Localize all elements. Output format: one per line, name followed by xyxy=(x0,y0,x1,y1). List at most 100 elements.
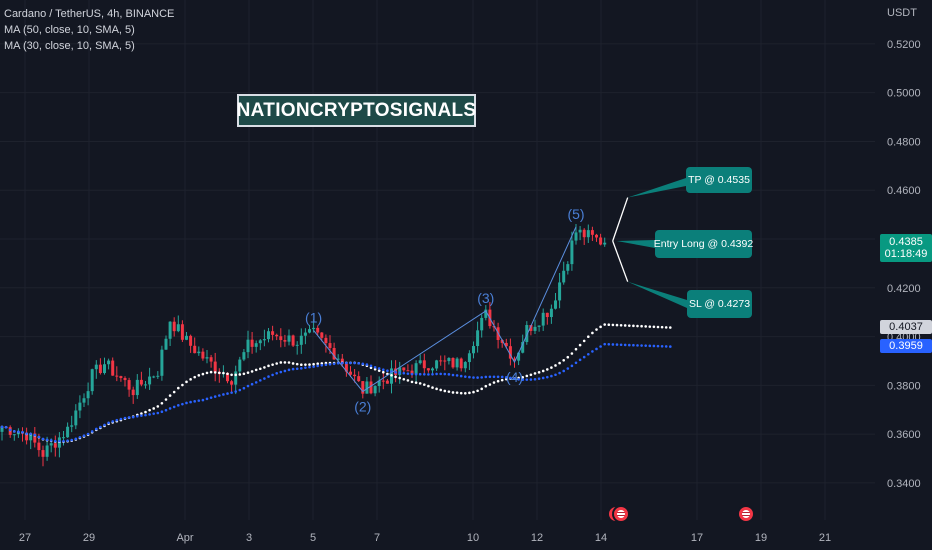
candle-body xyxy=(570,240,574,265)
us-flag-event-icon[interactable] xyxy=(614,507,628,521)
ma-blue-dot xyxy=(472,376,475,379)
ma-white-dot xyxy=(669,326,672,329)
candle-body xyxy=(578,229,582,233)
candle-body xyxy=(78,402,82,411)
entry-callout[interactable]: Entry Long @ 0.4392 xyxy=(654,230,753,258)
candle-body xyxy=(262,339,266,341)
ma-blue-dot xyxy=(582,355,586,359)
currency-label: USDT xyxy=(887,7,917,19)
ma-white-dot xyxy=(541,369,545,373)
ma-white-dot xyxy=(316,362,320,366)
sl-callout[interactable]: SL @ 0.4273 xyxy=(687,290,752,318)
x-tick-label: 7 xyxy=(374,532,380,544)
candle-body xyxy=(414,363,418,375)
ma-white-dot xyxy=(181,383,184,387)
ma-white-dot xyxy=(164,398,168,401)
candle-body xyxy=(599,237,603,245)
wave-label: (1) xyxy=(305,309,322,325)
ma-blue-dot xyxy=(271,373,274,377)
candle-body xyxy=(558,282,562,301)
ma-blue-dot xyxy=(90,430,94,433)
ma-blue-dot xyxy=(427,373,430,376)
candle-body xyxy=(537,325,541,327)
ma-30-legend[interactable]: MA (30, close, 10, SMA, 5) xyxy=(4,40,135,52)
ma-blue-dot xyxy=(177,404,180,407)
wave-label: (4) xyxy=(506,369,523,385)
ma-white-dot xyxy=(209,370,213,374)
ma-white-dot xyxy=(226,372,229,376)
ma-blue-dot xyxy=(62,439,65,443)
candle-body xyxy=(131,389,135,396)
tp-callout[interactable]: TP @ 0.4535 xyxy=(686,167,752,193)
ma-50-legend[interactable]: MA (50, close, 10, SMA, 5) xyxy=(4,24,135,36)
candle-body xyxy=(500,340,504,343)
ma-blue-dot xyxy=(41,437,45,441)
ma-blue-dot xyxy=(345,361,348,365)
time-axis: 27 29 Apr 3 5 7 10 12 14 17 19 21 xyxy=(19,532,831,544)
ma-blue-dot xyxy=(546,375,549,379)
candle-body xyxy=(279,336,283,341)
ma-white-dot xyxy=(201,372,205,376)
candle-body xyxy=(16,432,20,435)
candle-body xyxy=(340,358,344,364)
ma-blue-dot xyxy=(21,430,24,434)
ma-blue-dot xyxy=(615,343,619,346)
ma-white-dot xyxy=(648,325,652,328)
candle-body xyxy=(447,358,451,362)
ma-white-dot xyxy=(664,326,668,329)
candle-body xyxy=(267,331,270,340)
ma-blue-dot xyxy=(636,344,639,347)
candle-body xyxy=(426,368,430,371)
candle-body xyxy=(119,376,123,379)
ma-blue-dot xyxy=(459,374,463,378)
ma-white-dot xyxy=(439,388,443,392)
y-tick-label: 0.3600 xyxy=(887,429,921,441)
ma-blue-dot xyxy=(578,358,582,362)
symbol-title[interactable]: Cardano / TetherUS, 4h, BINANCE xyxy=(4,8,175,20)
ma-white-dot xyxy=(312,362,315,366)
candle-body xyxy=(82,398,86,403)
candle-body xyxy=(361,381,365,394)
candle-body xyxy=(12,434,16,436)
candle-body xyxy=(180,324,184,340)
ma-blue-dot xyxy=(644,344,647,347)
ma-white-dot xyxy=(537,371,541,374)
ma-blue-dot xyxy=(480,376,484,379)
candle-body xyxy=(582,229,586,238)
ma-blue-dot xyxy=(70,438,73,442)
ma-blue-dot xyxy=(17,430,20,434)
ma-blue-dot xyxy=(275,371,279,375)
candle-body xyxy=(443,360,447,362)
ma-white-dot xyxy=(234,373,237,377)
y-tick-label: 0.4600 xyxy=(887,185,921,197)
ma-white-tag: 0.4037 xyxy=(880,320,932,334)
ma-blue-dot xyxy=(603,342,606,346)
ma-blue-dot xyxy=(488,375,492,379)
ma-white-dot xyxy=(451,391,455,394)
candle-body xyxy=(439,360,443,362)
us-flag-event-icon[interactable] xyxy=(739,507,753,521)
ma-white-dot xyxy=(377,369,381,372)
ma-blue-dot xyxy=(304,366,307,369)
candle-body xyxy=(90,369,94,392)
candle-body xyxy=(246,339,250,353)
ma-white-dot xyxy=(652,325,656,329)
candle-body xyxy=(193,345,197,354)
candle-body xyxy=(287,335,291,342)
candle-body xyxy=(254,343,258,347)
ma-white-dot xyxy=(394,375,397,379)
candle-body xyxy=(422,360,426,369)
candle-body xyxy=(144,384,147,386)
ma-white-dot xyxy=(443,389,447,393)
candle-body xyxy=(480,317,484,331)
ma-white-dot xyxy=(496,379,500,383)
candle-body xyxy=(406,370,410,372)
ma-white-dot xyxy=(459,391,463,395)
ma-white-dot xyxy=(263,366,266,369)
ma-blue-dot xyxy=(336,361,340,365)
ma-blue-dot xyxy=(78,435,82,439)
ma-white-dot xyxy=(578,343,582,347)
candle-body xyxy=(111,360,115,376)
ma-blue-dot xyxy=(4,425,8,429)
